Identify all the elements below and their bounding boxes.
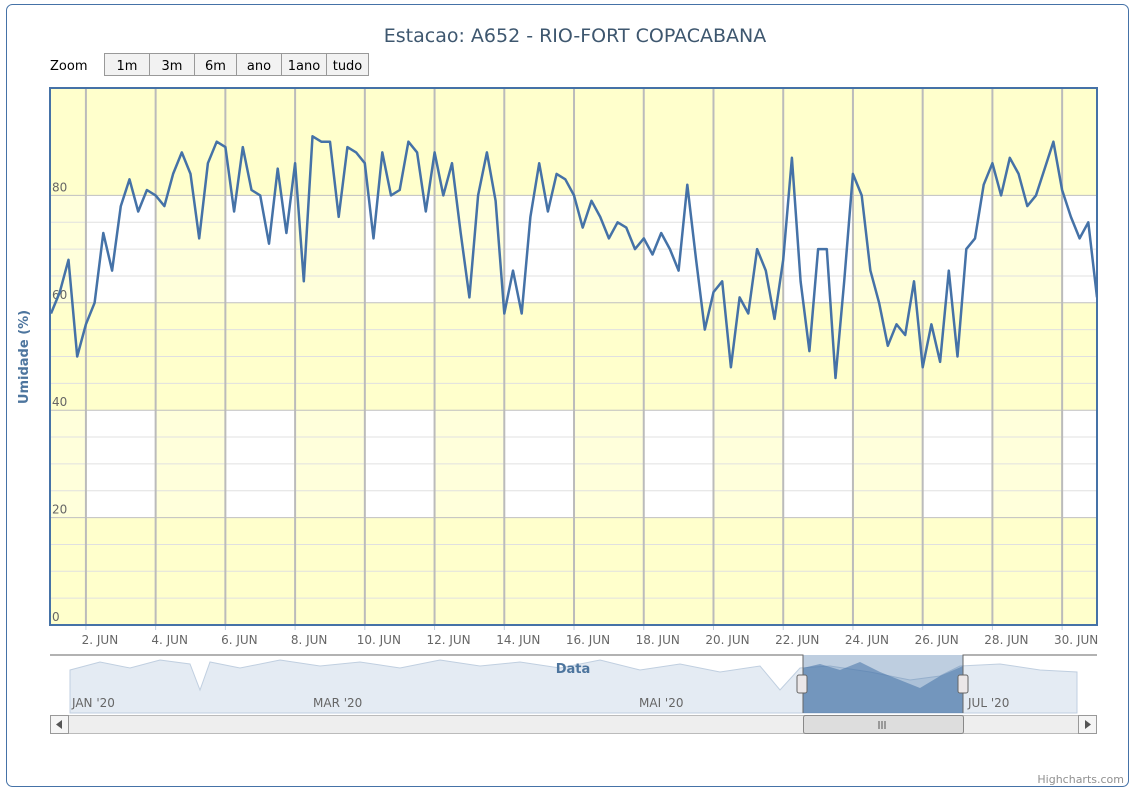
navigator-label: MAR '20 xyxy=(313,696,362,710)
navigator-label: MAI '20 xyxy=(639,696,683,710)
navigator-outline xyxy=(50,654,1097,713)
zoom-button[interactable]: ano xyxy=(236,53,282,76)
x-tick-label: 18. JUN xyxy=(636,633,680,647)
navigator-handle[interactable] xyxy=(796,674,808,694)
zoom-buttons: 1m 3m 6m ano 1ano tudo xyxy=(104,53,369,76)
x-tick-label: 28. JUN xyxy=(984,633,1028,647)
y-tick-label: 20 xyxy=(52,503,67,517)
x-tick-label: 22. JUN xyxy=(775,633,819,647)
x-tick-label: 8. JUN xyxy=(291,633,328,647)
x-tick-label: 4. JUN xyxy=(151,633,188,647)
x-tick-label: 24. JUN xyxy=(845,633,889,647)
plot-border xyxy=(49,87,1098,626)
button-label: 1m xyxy=(117,59,138,74)
y-tick-label: 0 xyxy=(52,610,60,624)
chart-title: Estacao: A652 - RIO-FORT COPACABANA xyxy=(384,25,766,47)
arrow xyxy=(56,720,62,729)
x-tick-label: 30. JUN xyxy=(1054,633,1098,647)
button-label: ano xyxy=(247,59,271,74)
button-label: 6m xyxy=(205,59,226,74)
zoom-button[interactable]: 6m xyxy=(194,53,237,76)
arrow xyxy=(1085,720,1091,729)
y-tick-label: 40 xyxy=(52,395,67,409)
x-tick-label: 10. JUN xyxy=(357,633,401,647)
line xyxy=(50,135,1097,380)
grip xyxy=(878,721,886,729)
x-axis-title: Data xyxy=(556,662,591,677)
zoom-label: Zoom xyxy=(50,59,87,74)
navigator-label: JUL '20 xyxy=(967,696,1009,710)
y-tick-label: 80 xyxy=(52,180,67,194)
x-tick-label: 14. JUN xyxy=(496,633,540,647)
button-bg xyxy=(326,53,369,76)
zoom-button[interactable]: 1m xyxy=(104,53,150,76)
navigator-label: JAN '20 xyxy=(71,696,115,710)
button-label: 3m xyxy=(162,59,183,74)
scrollbar xyxy=(50,715,1097,734)
navigator: JAN '20 MAR '20 MAI '20 JUL '20 Data xyxy=(50,654,1097,714)
zoom-button[interactable]: 1ano xyxy=(281,53,327,76)
navigator-handle[interactable] xyxy=(957,674,969,694)
navigator-selected-series xyxy=(803,662,963,713)
x-tick-label: 6. JUN xyxy=(221,633,258,647)
y-axis-title: Umidade (%) xyxy=(17,310,32,404)
x-tick-label: 2. JUN xyxy=(82,633,119,647)
x-tick-label: 26. JUN xyxy=(915,633,959,647)
scrollbar-thumb[interactable] xyxy=(803,715,964,734)
button-label: 1ano xyxy=(288,59,320,74)
x-tick-label: 16. JUN xyxy=(566,633,610,647)
zoom-button[interactable]: 3m xyxy=(149,53,195,76)
zoom-button[interactable]: tudo xyxy=(326,53,369,76)
x-tick-label: 12. JUN xyxy=(426,633,470,647)
x-tick-label: 20. JUN xyxy=(705,633,749,647)
button-label: tudo xyxy=(333,59,363,74)
credits[interactable]: Highcharts.com xyxy=(1037,773,1124,786)
